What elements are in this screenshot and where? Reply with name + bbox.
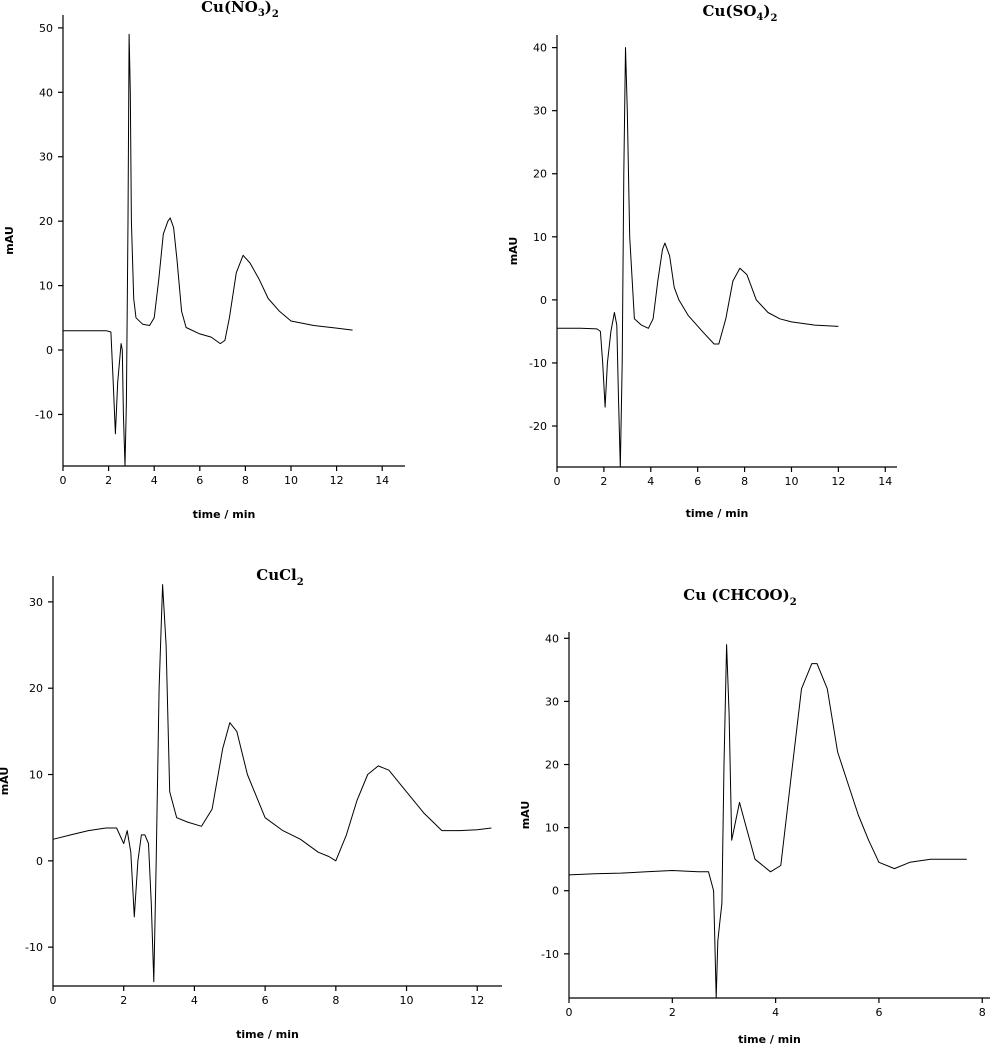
- series-line: [52, 584, 492, 983]
- chart-title: Cu(SO4)2: [703, 2, 778, 24]
- x-tick-label: 12: [330, 474, 344, 487]
- x-tick-label: 4: [647, 475, 654, 488]
- y-tick-label: 40: [545, 632, 559, 645]
- chart-title-main: Cu(NO: [201, 0, 258, 16]
- y-tick-label: 20: [39, 215, 53, 228]
- series-line: [63, 33, 353, 467]
- chart-title-subscript: 2: [790, 597, 797, 608]
- y-tick-label: -10: [541, 948, 559, 961]
- x-tick-label: 8: [979, 1006, 986, 1019]
- x-tick-label: 14: [878, 475, 892, 488]
- x-tick-label: 10: [784, 475, 798, 488]
- y-tick-label: 20: [29, 682, 43, 695]
- x-tick-label: 4: [151, 474, 158, 487]
- y-tick-label: 10: [39, 280, 53, 293]
- x-tick-label: 2: [105, 474, 112, 487]
- chart-title-main: CuCl: [256, 566, 297, 584]
- y-tick-label: 0: [36, 855, 43, 868]
- x-axis-label: time / min: [686, 507, 749, 520]
- y-tick-label: -10: [25, 941, 43, 954]
- x-tick-label: 0: [60, 474, 67, 487]
- chart-title-main: Cu (CHCOO): [683, 586, 789, 604]
- x-tick-label: 0: [566, 1006, 573, 1019]
- x-axis-label: time / min: [236, 1028, 299, 1041]
- y-tick-label: 0: [540, 294, 547, 307]
- x-tick-label: 14: [375, 474, 389, 487]
- x-tick-label: 2: [669, 1006, 676, 1019]
- x-tick-label: 8: [332, 994, 339, 1007]
- y-tick-label: 10: [533, 231, 547, 244]
- x-tick-label: 4: [191, 994, 198, 1007]
- x-tick-label: 4: [772, 1006, 779, 1019]
- y-tick-label: 40: [39, 86, 53, 99]
- x-tick-label: 2: [120, 994, 127, 1007]
- y-axis-label: mAU: [519, 801, 532, 830]
- y-tick-label: 50: [39, 22, 53, 35]
- chart-title: Cu(NO3)2: [201, 0, 279, 20]
- y-axis-label: mAU: [0, 767, 11, 796]
- y-axis-label: mAU: [3, 226, 16, 255]
- series-line: [557, 47, 839, 468]
- x-tick-label: 6: [694, 475, 701, 488]
- chart-title-subscript: 2: [770, 13, 777, 24]
- y-tick-label: 30: [533, 105, 547, 118]
- chart-title: CuCl2: [256, 566, 303, 588]
- chart-panel: 0 2 4 6 8 10 12 14 -10 0 10 20 30 40 50 time / min mAU Cu…: [3, 0, 405, 521]
- y-tick-label: 30: [39, 151, 53, 164]
- x-axis-label: time / min: [193, 508, 256, 521]
- chart-title-subscript: 2: [272, 9, 279, 20]
- x-tick-label: 6: [262, 994, 269, 1007]
- chart-title-main: Cu(SO: [703, 2, 757, 20]
- y-tick-label: 10: [545, 822, 559, 835]
- x-tick-label: 6: [875, 1006, 882, 1019]
- y-tick-label: 20: [533, 168, 547, 181]
- y-axis-label: mAU: [507, 237, 520, 266]
- x-tick-label: 12: [470, 994, 484, 1007]
- y-tick-label: 40: [533, 42, 547, 55]
- y-tick-label: -10: [35, 408, 53, 421]
- chart-title-paren: ): [265, 0, 272, 16]
- chart-title: Cu (CHCOO)2: [683, 586, 796, 608]
- x-tick-label: 0: [554, 475, 561, 488]
- y-tick-label: -20: [529, 420, 547, 433]
- y-tick-label: 30: [29, 596, 43, 609]
- chart-title-subscript: 2: [297, 577, 304, 588]
- y-tick-label: 0: [552, 885, 559, 898]
- x-tick-label: 10: [284, 474, 298, 487]
- y-tick-label: 20: [545, 759, 559, 772]
- y-tick-label: -10: [529, 357, 547, 370]
- y-tick-label: 30: [545, 695, 559, 708]
- x-tick-label: 2: [600, 475, 607, 488]
- chart-title-paren: ): [763, 2, 770, 20]
- chart-panel: 0 2 4 6 8 -10 0 10 20 30 40 time / min mAU Cu (CHCOO)…: [519, 586, 990, 1046]
- x-tick-label: 8: [242, 474, 249, 487]
- x-tick-label: 10: [400, 994, 414, 1007]
- chart-title-subscript: 4: [756, 12, 763, 23]
- x-tick-label: 0: [50, 994, 57, 1007]
- y-tick-label: 10: [29, 769, 43, 782]
- x-axis-label: time / min: [738, 1033, 801, 1046]
- chart-title-subscript: 3: [258, 8, 265, 19]
- series-line: [568, 644, 967, 999]
- x-tick-label: 6: [196, 474, 203, 487]
- x-tick-label: 8: [741, 475, 748, 488]
- y-tick-label: 0: [46, 344, 53, 357]
- x-tick-label: 12: [831, 475, 845, 488]
